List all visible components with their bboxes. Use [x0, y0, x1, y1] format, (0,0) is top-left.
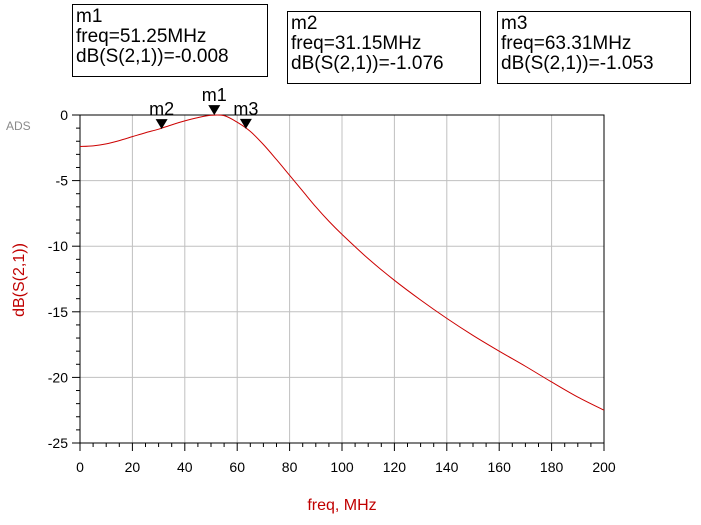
- ads-watermark: ADS: [6, 119, 31, 133]
- x-tick-label: 80: [282, 459, 298, 475]
- marker-value: dB(S(2,1))=-0.008: [76, 46, 229, 67]
- series-layer: [79, 114, 605, 411]
- x-tick-label: 140: [435, 459, 459, 475]
- x-axis-label: freq, MHz: [0, 497, 684, 515]
- series-line: [79, 114, 605, 411]
- marker-label: m1: [202, 85, 227, 105]
- marker-value: dB(S(2,1))=-1.053: [501, 53, 654, 74]
- x-tick-label: 200: [592, 459, 616, 475]
- y-tick-label: -10: [48, 238, 68, 254]
- y-tick-label: -5: [56, 173, 69, 189]
- y-tick-label: 0: [60, 107, 68, 123]
- marker-freq: freq=51.25MHz: [76, 26, 207, 47]
- marker-name: m2: [291, 13, 318, 34]
- marker-name: m1: [76, 6, 103, 27]
- x-tick-label: 100: [330, 459, 354, 475]
- marker-readout-m3: m3 freq=63.31MHz dB(S(2,1))=-1.053: [497, 11, 691, 84]
- y-tick-label: -20: [48, 369, 68, 385]
- marker-freq: freq=63.31MHz: [501, 33, 632, 54]
- marker-label: m2: [149, 99, 174, 119]
- x-tick-label: 20: [125, 459, 141, 475]
- x-tick-label: 180: [540, 459, 564, 475]
- marker-readout-m2: m2 freq=31.15MHz dB(S(2,1))=-1.076: [287, 11, 481, 84]
- x-tick-label: 160: [488, 459, 512, 475]
- x-tick-label: 120: [383, 459, 407, 475]
- x-tick-label: 40: [177, 459, 193, 475]
- x-axis-label-text: freq, MHz: [307, 497, 377, 514]
- y-tick-label: -15: [48, 304, 68, 320]
- plot-frame: [79, 114, 605, 444]
- marker-triangle[interactable]: [208, 105, 221, 116]
- axis-ticks: [72, 114, 605, 451]
- grid: [79, 114, 605, 444]
- y-axis-label: dB(S(2,1)): [11, 243, 28, 317]
- marker-triangle[interactable]: [239, 118, 252, 129]
- marker-value: dB(S(2,1))=-1.076: [291, 53, 444, 74]
- marker-triangle[interactable]: [155, 119, 168, 130]
- marker-layer: m1 m2 m3: [149, 85, 258, 130]
- marker-label: m3: [233, 99, 258, 119]
- marker-name: m3: [501, 13, 528, 34]
- x-tick-label: 0: [76, 459, 84, 475]
- tick-labels: 0 20 40 60 80 100 120 140 160 180 200 0 -5 -10 -15 -20 -…: [48, 107, 616, 475]
- marker-readout-m1: m1 freq=51.25MHz dB(S(2,1))=-0.008: [72, 4, 268, 77]
- marker-freq: freq=31.15MHz: [291, 33, 422, 54]
- y-tick-label: -25: [48, 435, 68, 451]
- x-tick-label: 60: [229, 459, 245, 475]
